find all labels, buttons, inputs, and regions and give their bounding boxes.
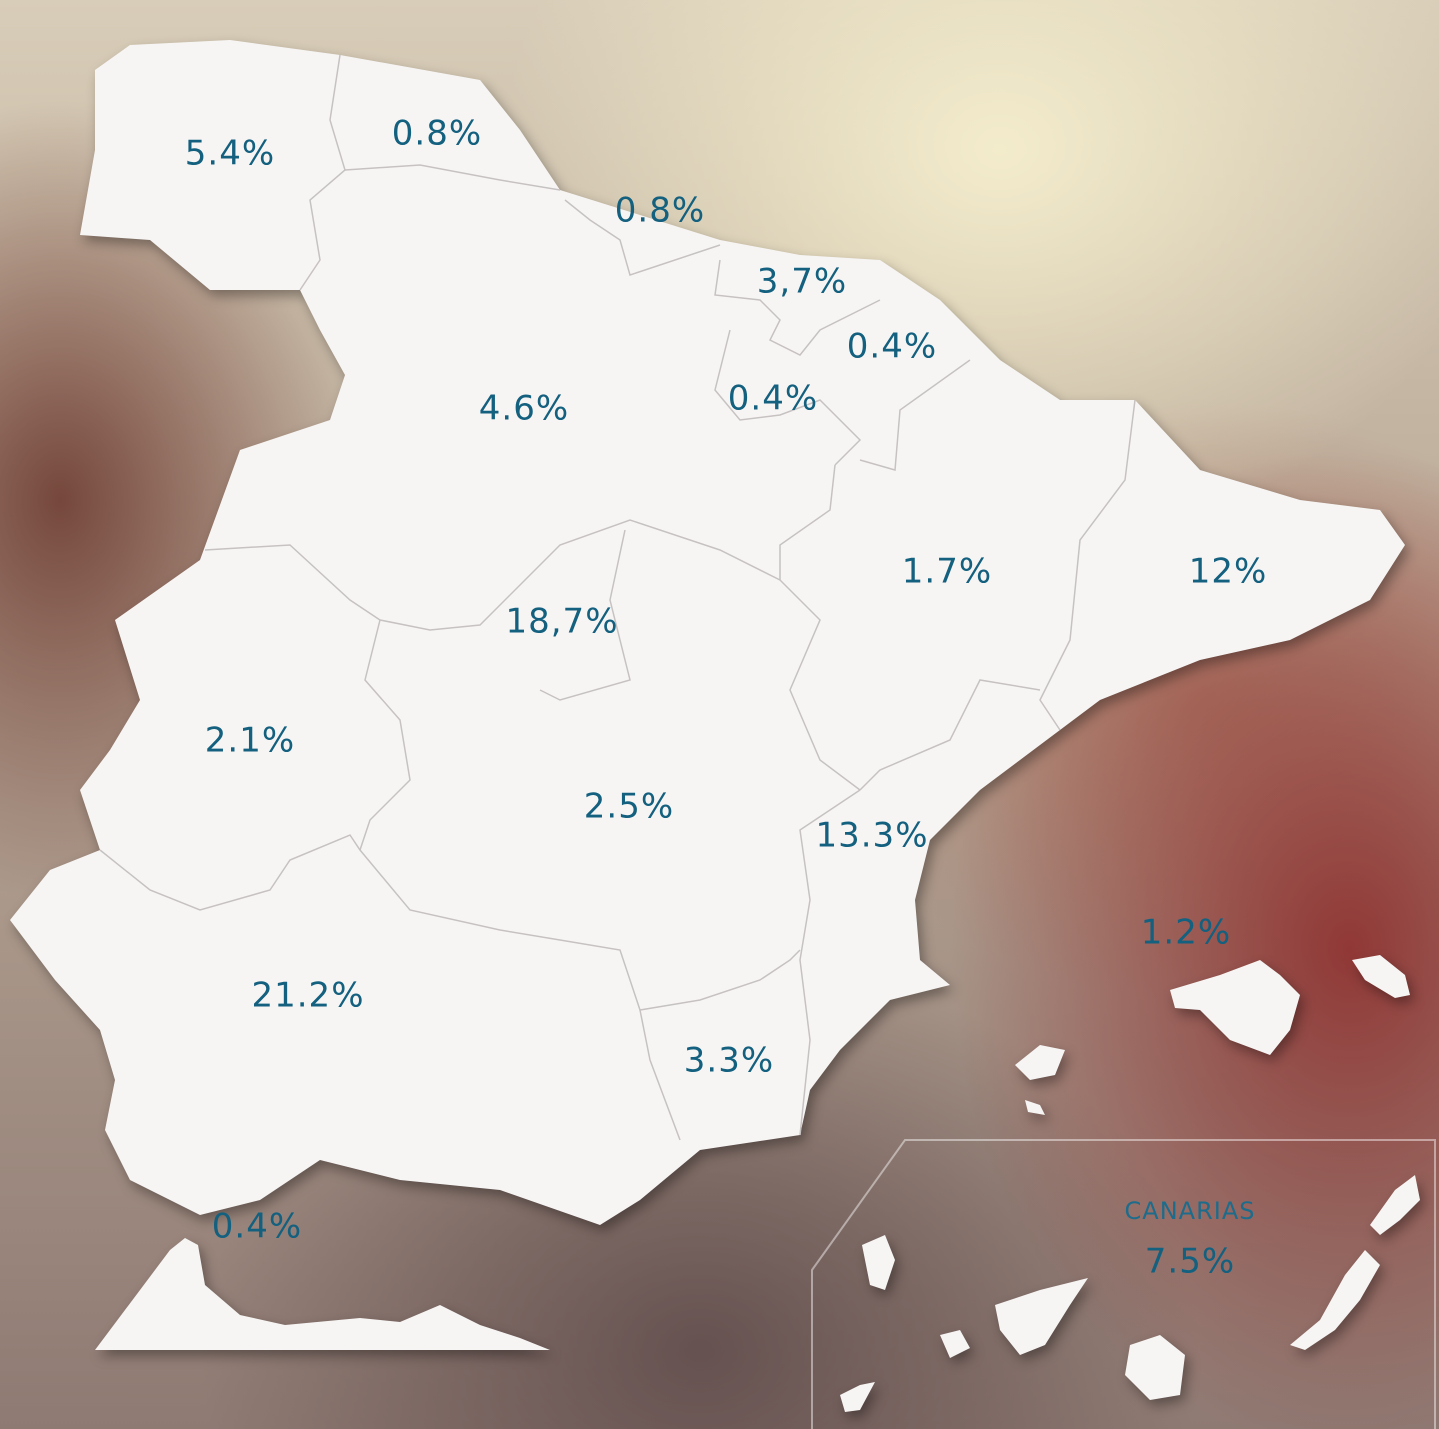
gomera: [940, 1330, 970, 1358]
la-palma: [862, 1235, 895, 1290]
region-label: 0.4%: [847, 327, 937, 367]
mallorca: [1170, 960, 1300, 1055]
region-label: 4.6%: [479, 389, 569, 429]
formentera: [1025, 1100, 1045, 1115]
page: Mapa {"regions": [ {"label": "5.4%"}, {"…: [0, 0, 1439, 1429]
region-label: 2.1%: [205, 721, 295, 761]
ceuta-coast: [95, 1238, 550, 1350]
gran-canaria: [1125, 1335, 1185, 1400]
region-label: 2.5%: [584, 787, 674, 827]
region-label: 18,7%: [505, 602, 618, 642]
lanzarote: [1370, 1175, 1420, 1235]
region-label: 1.7%: [902, 552, 992, 592]
map: 5.4% 0.8% 0.8% 3,7% 0.4% 0.4% 4.6% 1.7% …: [0, 0, 1439, 1429]
canarias-label: 7.5%: [1145, 1242, 1235, 1282]
region-label: 0.8%: [392, 114, 482, 154]
region-label: 21.2%: [251, 976, 364, 1016]
ibiza: [1015, 1045, 1065, 1080]
region-label: 5.4%: [185, 134, 275, 174]
body: 5.4% 0.8% 0.8% 3,7% 0.4% 0.4% 4.6% 1.7% …: [0, 0, 1439, 1429]
region-label: 1.2%: [1141, 913, 1231, 953]
region-label: 3.3%: [684, 1041, 774, 1081]
hierro: [840, 1382, 875, 1412]
fuerteventura: [1290, 1250, 1380, 1350]
tenerife: [995, 1278, 1088, 1355]
region-label: 0.4%: [212, 1207, 302, 1247]
region-label: 12%: [1189, 552, 1268, 592]
canarias-name: CANARIAS: [1125, 1197, 1256, 1225]
region-label: 13.3%: [815, 816, 928, 856]
region-label: 0.8%: [615, 191, 705, 231]
region-label: 0.4%: [728, 379, 818, 419]
menorca: [1352, 955, 1410, 998]
region-label: 3,7%: [757, 262, 847, 302]
